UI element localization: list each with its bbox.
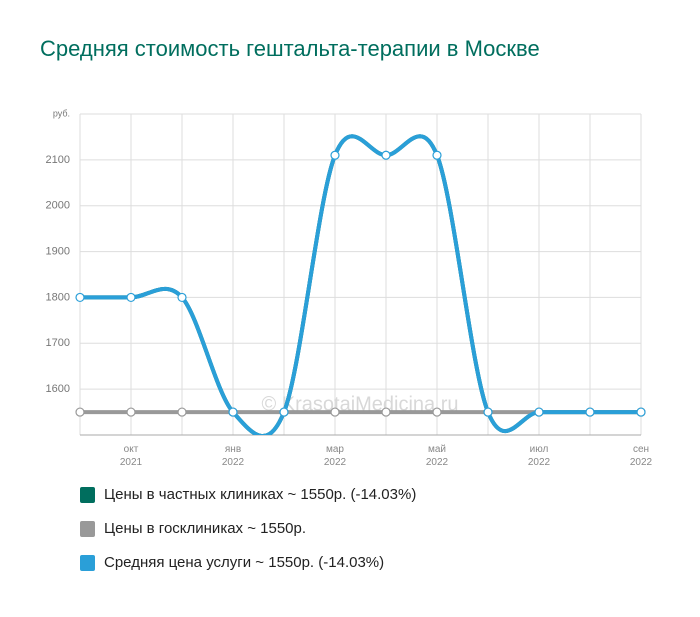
legend-swatch [80, 555, 95, 571]
point [432, 150, 442, 160]
chart-title: Средняя стоимость гештальта-терапии в Мо… [40, 36, 540, 61]
point [75, 292, 85, 303]
y-tick-label: 1700 [46, 337, 70, 349]
y-tick-label: 1600 [46, 383, 70, 395]
x-tick-part: янв [225, 444, 241, 455]
title-box: Средняя стоимость гештальта-терапии в Мо… [40, 36, 540, 61]
point [585, 407, 595, 417]
series-line [80, 134, 641, 435]
x-tick-part: 2021 [120, 457, 143, 468]
x-tick-label: май 2022 [426, 444, 449, 468]
point [126, 292, 136, 303]
x-tick-label: янв 2022 [222, 444, 245, 468]
x-tick-part: окт [124, 444, 139, 455]
point [381, 407, 391, 417]
x-tick-part: сен [633, 444, 649, 455]
point [330, 150, 340, 160]
y-tick-label: 2100 [46, 154, 70, 166]
x-tick-part: мар [326, 444, 344, 455]
legend-label: Цены в госклиниках ~ 1550р. [104, 520, 306, 537]
x-tick-part: 2022 [528, 457, 551, 468]
watermark: © KrasotaiMedicina.ru [261, 393, 458, 415]
x-tick-part: 2022 [630, 457, 653, 468]
legend-swatch [80, 521, 95, 537]
x-tick-part: май [428, 444, 446, 455]
point [75, 407, 85, 417]
point [177, 407, 187, 417]
point [534, 407, 544, 417]
y-tick-label: 2000 [46, 200, 70, 212]
legend-label: Средняя цена услуги ~ 1550р. (-14.03%) [104, 554, 384, 571]
x-tick-part: 2022 [426, 457, 449, 468]
point [126, 407, 136, 417]
point [177, 292, 187, 303]
x-tick-label: окт 2021 [120, 444, 143, 468]
x-tick-label: сен 2022 [630, 444, 653, 468]
y-tick-label: 1800 [46, 291, 70, 303]
y-tick-label: 1900 [46, 245, 70, 257]
x-tick-label: мар 2022 [324, 444, 347, 468]
point [432, 407, 442, 417]
point [381, 150, 391, 160]
legend-label: Цены в частных клиниках ~ 1550р. (-14.03… [104, 486, 416, 503]
x-tick-part: 2022 [324, 457, 347, 468]
x-tick-label: июл 2022 [528, 444, 551, 468]
y-tick-label: руб. [53, 108, 70, 118]
point [483, 407, 493, 417]
legend-swatch [80, 487, 95, 503]
x-tick-part: 2022 [222, 457, 245, 468]
point [330, 407, 340, 417]
point [636, 407, 646, 417]
series-line [80, 134, 641, 435]
point [228, 407, 238, 417]
point [279, 407, 289, 417]
x-tick-part: июл [530, 444, 549, 455]
